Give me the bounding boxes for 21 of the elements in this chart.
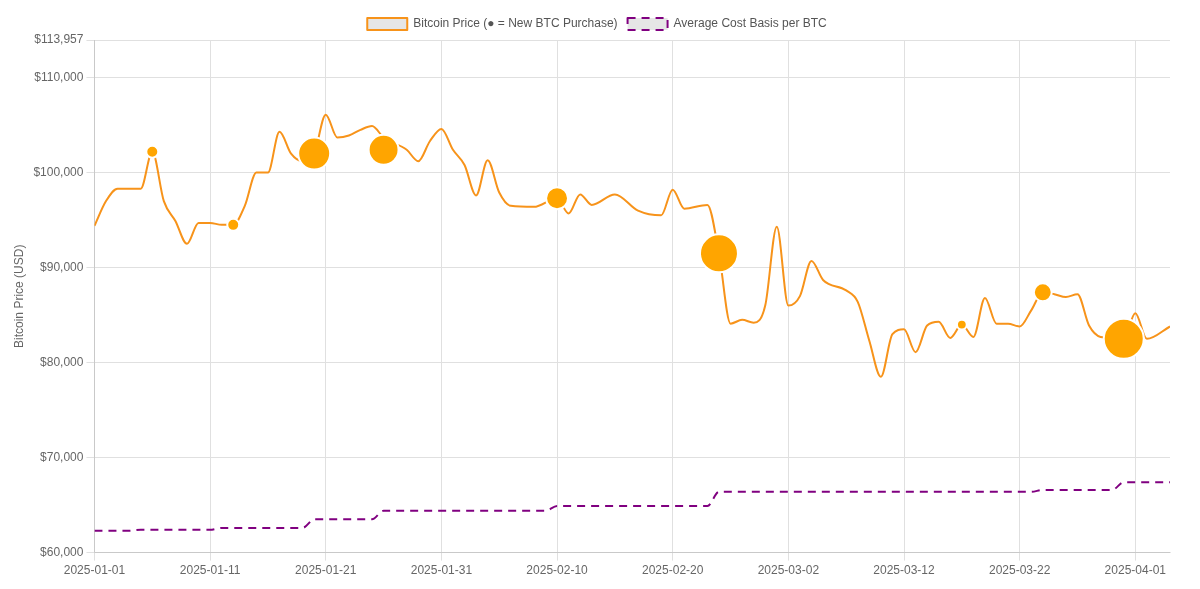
y-tick-label: $110,000 [34,69,84,84]
legend-label: Average Cost Basis per BTC [673,16,828,31]
x-tick-label: 2025-03-02 [757,563,820,578]
legend-label: Bitcoin Price (● = New BTC Purchase) [413,16,618,31]
x-tick-label: 2025-03-22 [988,563,1051,578]
x-tick-label: 2025-01-31 [410,563,473,578]
y-tick-label: $80,000 [40,354,84,369]
y-tick-label: $113,957 [34,32,84,47]
x-tick-label: 2025-03-12 [873,563,936,578]
y-axis-title: Bitcoin Price (USD) [11,244,26,348]
line-series [94,481,1170,532]
x-tick-label: 2025-01-11 [179,563,241,578]
y-tick-label: $60,000 [40,544,84,559]
y-tick-label: $100,000 [33,164,84,179]
x-tick-label: 2025-02-20 [642,563,704,578]
x-tick-label: 2025-01-01 [63,563,126,578]
x-tick-label: 2025-01-21 [295,563,357,578]
y-tick-label: $70,000 [40,449,84,464]
x-tick-label: 2025-02-10 [526,563,589,578]
y-tick-label: $90,000 [40,259,84,274]
x-tick-label: 2025-04-01 [1104,563,1167,578]
